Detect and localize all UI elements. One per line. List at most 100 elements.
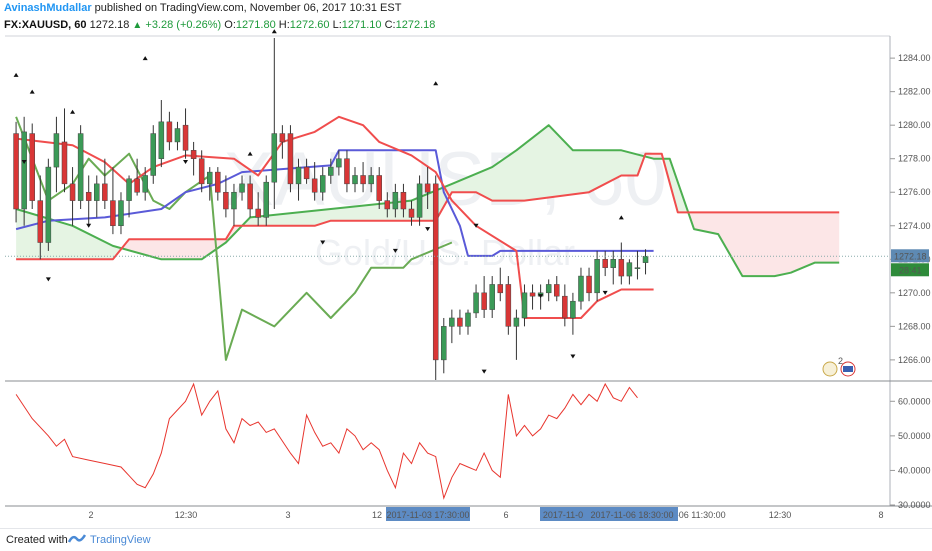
candle [392, 183, 399, 218]
tradingview-brand-link[interactable]: TradingView [90, 534, 151, 546]
countdown-tag [891, 263, 929, 277]
chart-header: AvinashMudallar published on TradingView… [4, 0, 904, 34]
candle-body [545, 284, 552, 294]
candle-body [489, 284, 495, 310]
chikou-span-line [15, 116, 453, 361]
candle-body [126, 178, 132, 201]
candle-body [328, 166, 334, 176]
candle-body [457, 317, 463, 327]
candle-body [352, 175, 358, 185]
crosshair-time-tag [586, 507, 678, 521]
candle-body [594, 259, 600, 294]
fractal-up-arrow-icon [247, 151, 253, 156]
candle-body [215, 171, 221, 193]
price-axis[interactable]: 1284.00 1282.00 1280.00 1278.00 1276.00 1274.… [5, 53, 931, 365]
fractal-down-arrow-icon [21, 160, 27, 165]
candle-body [368, 175, 374, 185]
candle [489, 276, 495, 318]
candle [255, 192, 261, 226]
candle-body [85, 191, 92, 201]
candle [45, 158, 52, 251]
candle-body [182, 124, 189, 151]
candle-body [77, 133, 84, 201]
price-tick-label: 1266.00 [898, 355, 931, 365]
candle-body [473, 292, 479, 314]
candle-body [376, 175, 382, 201]
event-flag-icon[interactable] [822, 361, 838, 377]
price-tick-label: 1284.00 [898, 53, 931, 63]
last-price-tag-label: 1272.18 [894, 251, 927, 261]
candle-body [344, 158, 350, 185]
chart-frame [5, 35, 932, 507]
candle-body [578, 275, 584, 302]
close-label: C: [384, 19, 396, 31]
candle [182, 108, 189, 159]
candle-body [45, 166, 52, 243]
open-label: O: [224, 19, 236, 31]
candle-body [255, 208, 261, 218]
candle [497, 267, 504, 302]
candle-body [13, 133, 19, 210]
candle [610, 250, 616, 285]
event-count: 2 [838, 356, 843, 366]
candle [166, 111, 173, 151]
candle [554, 276, 560, 302]
candle [102, 158, 108, 209]
time-axis[interactable]: 2 12:30 3 12 6 11-06 11:30:00 12:30 8 2017-11-03… [88, 507, 884, 521]
change-value: +3.28 (+0.26%) [145, 19, 222, 31]
time-tick-label: 12 [372, 510, 382, 520]
candle [118, 192, 124, 235]
candle-body [424, 183, 431, 193]
bullish-cloud [242, 125, 644, 226]
candle-body [392, 191, 399, 210]
candle [61, 108, 68, 193]
price-tick-label: 1270.00 [898, 288, 931, 298]
candle-body [207, 171, 213, 185]
candle [481, 276, 487, 318]
candle [376, 167, 382, 209]
fractal-down-arrow-icon [481, 369, 487, 374]
candle-body [61, 141, 68, 185]
fractal-up-arrow-icon [618, 215, 624, 220]
tradingview-logo-icon[interactable] [68, 532, 86, 546]
fractal-up-arrow-icon [142, 56, 148, 61]
candle-body [416, 183, 423, 218]
author-link[interactable]: AvinashMudallar [4, 2, 92, 14]
fractal-arrows [13, 29, 624, 374]
candle [77, 125, 84, 209]
candle [239, 175, 245, 201]
candle [29, 123, 35, 209]
high-value: 1272.60 [289, 19, 330, 31]
chart-area[interactable]: XAUUSD, 60 Gold/U.S. Dollar 1284.001282.… [0, 0, 932, 528]
price-tick-label: 1282.00 [898, 87, 931, 97]
fractal-down-arrow-icon [86, 223, 92, 228]
candle [570, 292, 576, 335]
fractal-up-arrow-icon [13, 72, 19, 77]
senkou-span-b-line [16, 152, 840, 261]
candle [263, 175, 269, 226]
candle [37, 175, 44, 260]
oscillator-axis[interactable]: 60.0000 50.0000 40.0000 30.0000 [890, 396, 931, 510]
candle-body [287, 133, 294, 185]
candle [328, 158, 334, 184]
change-arrow-icon: ▲ [132, 20, 143, 31]
candle-body [481, 292, 487, 310]
fractal-down-arrow-icon [538, 294, 544, 299]
candle-body [505, 284, 512, 327]
candle [441, 317, 447, 374]
candle [53, 116, 60, 193]
candle [247, 175, 253, 218]
symbol-label[interactable]: FX:XAUUSD, 60 [4, 19, 87, 31]
price-tick-label: 1280.00 [898, 120, 931, 130]
candle-body [69, 183, 76, 201]
candle-body [174, 128, 181, 143]
economic-events[interactable]: 2 [822, 356, 856, 377]
bearish-cloud [689, 212, 840, 277]
price-tick-label: 1278.00 [898, 154, 931, 164]
low-value: 1271.10 [341, 19, 382, 31]
osc-tick-label: 60.0000 [898, 396, 931, 406]
candle-body [166, 121, 173, 143]
osc-tick-label: 40.0000 [898, 465, 931, 475]
oscillator-pane [15, 382, 638, 500]
candle-body [562, 295, 568, 319]
